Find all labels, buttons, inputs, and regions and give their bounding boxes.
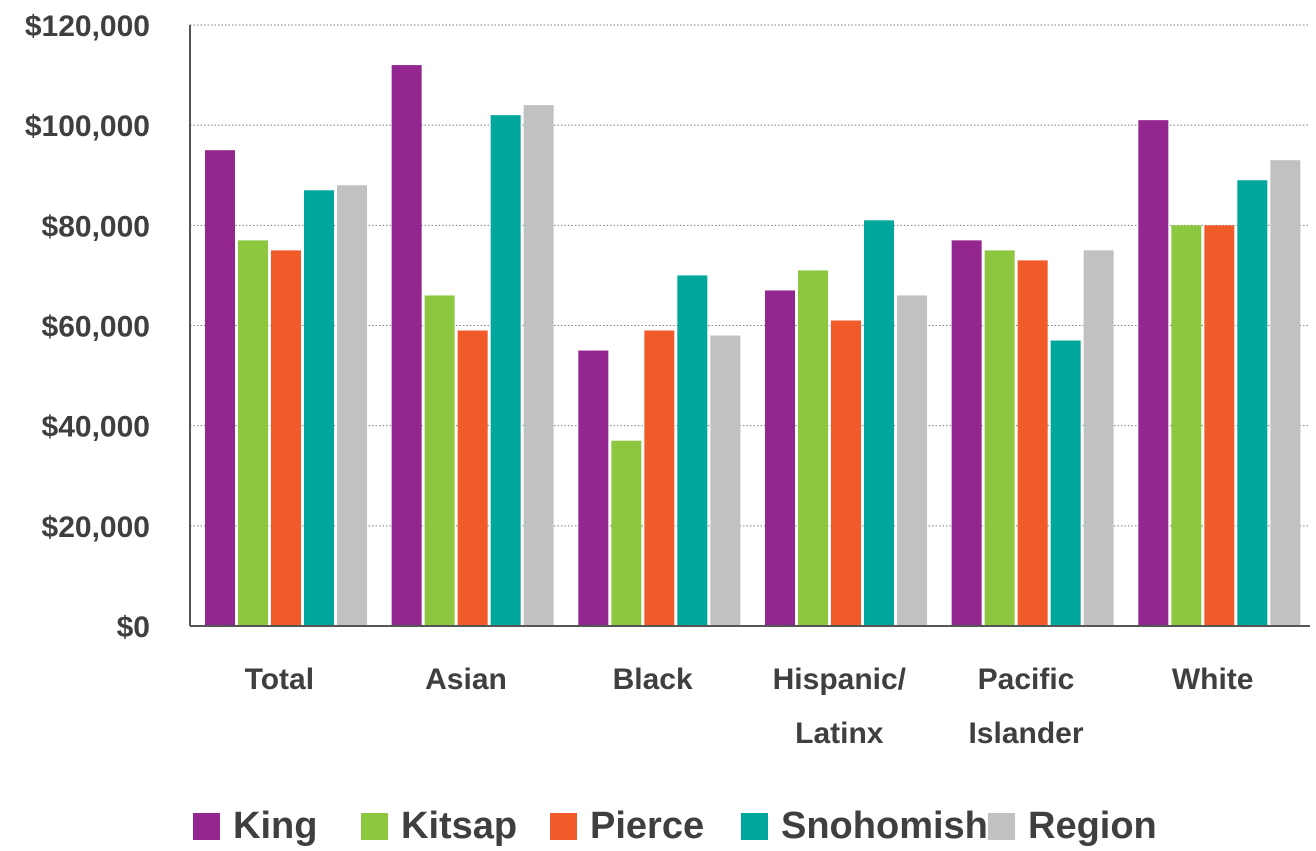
bar-pierce <box>1017 260 1048 626</box>
bars <box>205 65 1301 627</box>
bar-region <box>897 295 927 626</box>
bar-snohomish <box>490 115 521 627</box>
axes <box>189 25 1310 627</box>
bar-region <box>1083 250 1114 626</box>
legend-swatch-snohomish <box>741 813 768 840</box>
y-axis-tick-labels: $0 $20,000 $40,000 $60,000 $80,000 $100,000 $1… <box>25 10 150 644</box>
bar-king <box>765 290 795 626</box>
bar-kitsap <box>611 440 642 626</box>
legend-label-kitsap: Kitsap <box>401 805 517 847</box>
legend-label-pierce: Pierce <box>590 805 704 847</box>
x-axis-category-labels: Total Asian Black Hispanic/Latinx Pacific Isl… <box>245 663 1254 750</box>
legend-label-region: Region <box>1028 805 1157 847</box>
x-category-label: Hispanic/ <box>773 663 907 696</box>
x-category-label: Latinx <box>795 717 884 750</box>
bar-pierce <box>457 330 488 626</box>
y-tick-label: $60,000 <box>42 311 150 344</box>
bar-snohomish <box>677 275 708 626</box>
bar-king <box>391 65 422 627</box>
bar-kitsap <box>798 270 828 626</box>
bar-snohomish <box>1237 180 1268 626</box>
bar-king <box>1138 120 1169 627</box>
gridlines <box>190 24 1310 527</box>
x-category-label: Asian <box>425 663 507 696</box>
bar-king <box>951 240 982 626</box>
bar-snohomish <box>304 190 334 626</box>
y-tick-label: $100,000 <box>25 110 150 143</box>
bar-kitsap <box>984 250 1015 626</box>
bar-pierce <box>831 320 861 626</box>
legend-swatch-pierce <box>550 813 577 840</box>
legend-swatch-king <box>193 813 220 840</box>
bar-kitsap <box>1171 225 1202 627</box>
legend: King Kitsap Pierce Snohomish Region <box>193 805 1157 847</box>
bar-region <box>523 105 554 627</box>
legend-swatch-region <box>988 813 1015 840</box>
bar-pierce <box>1204 225 1235 627</box>
y-tick-label: $20,000 <box>42 511 150 544</box>
bar-region <box>1270 160 1301 626</box>
bar-king <box>578 350 609 626</box>
y-tick-label: $40,000 <box>42 411 150 444</box>
bar-kitsap <box>424 295 455 626</box>
bar-kitsap <box>238 240 268 626</box>
bar-king <box>205 150 235 627</box>
y-tick-label: $0 <box>117 611 150 644</box>
bar-snohomish <box>1050 340 1081 626</box>
x-category-label: Black <box>613 663 693 696</box>
bar-region <box>710 335 741 626</box>
y-tick-label: $80,000 <box>42 210 150 243</box>
bar-region <box>337 185 367 626</box>
bar-pierce <box>644 330 675 626</box>
y-tick-label: $120,000 <box>25 10 150 43</box>
legend-swatch-kitsap <box>361 813 388 840</box>
x-category-label: Total <box>245 663 314 696</box>
bar-snohomish <box>864 220 894 626</box>
bar-pierce <box>271 250 301 626</box>
x-category-label: Islander <box>968 717 1083 750</box>
legend-label-king: King <box>233 805 317 847</box>
x-category-label: White <box>1172 663 1254 696</box>
x-category-label: Pacific <box>978 663 1075 696</box>
legend-label-snohomish: Snohomish <box>781 805 988 847</box>
